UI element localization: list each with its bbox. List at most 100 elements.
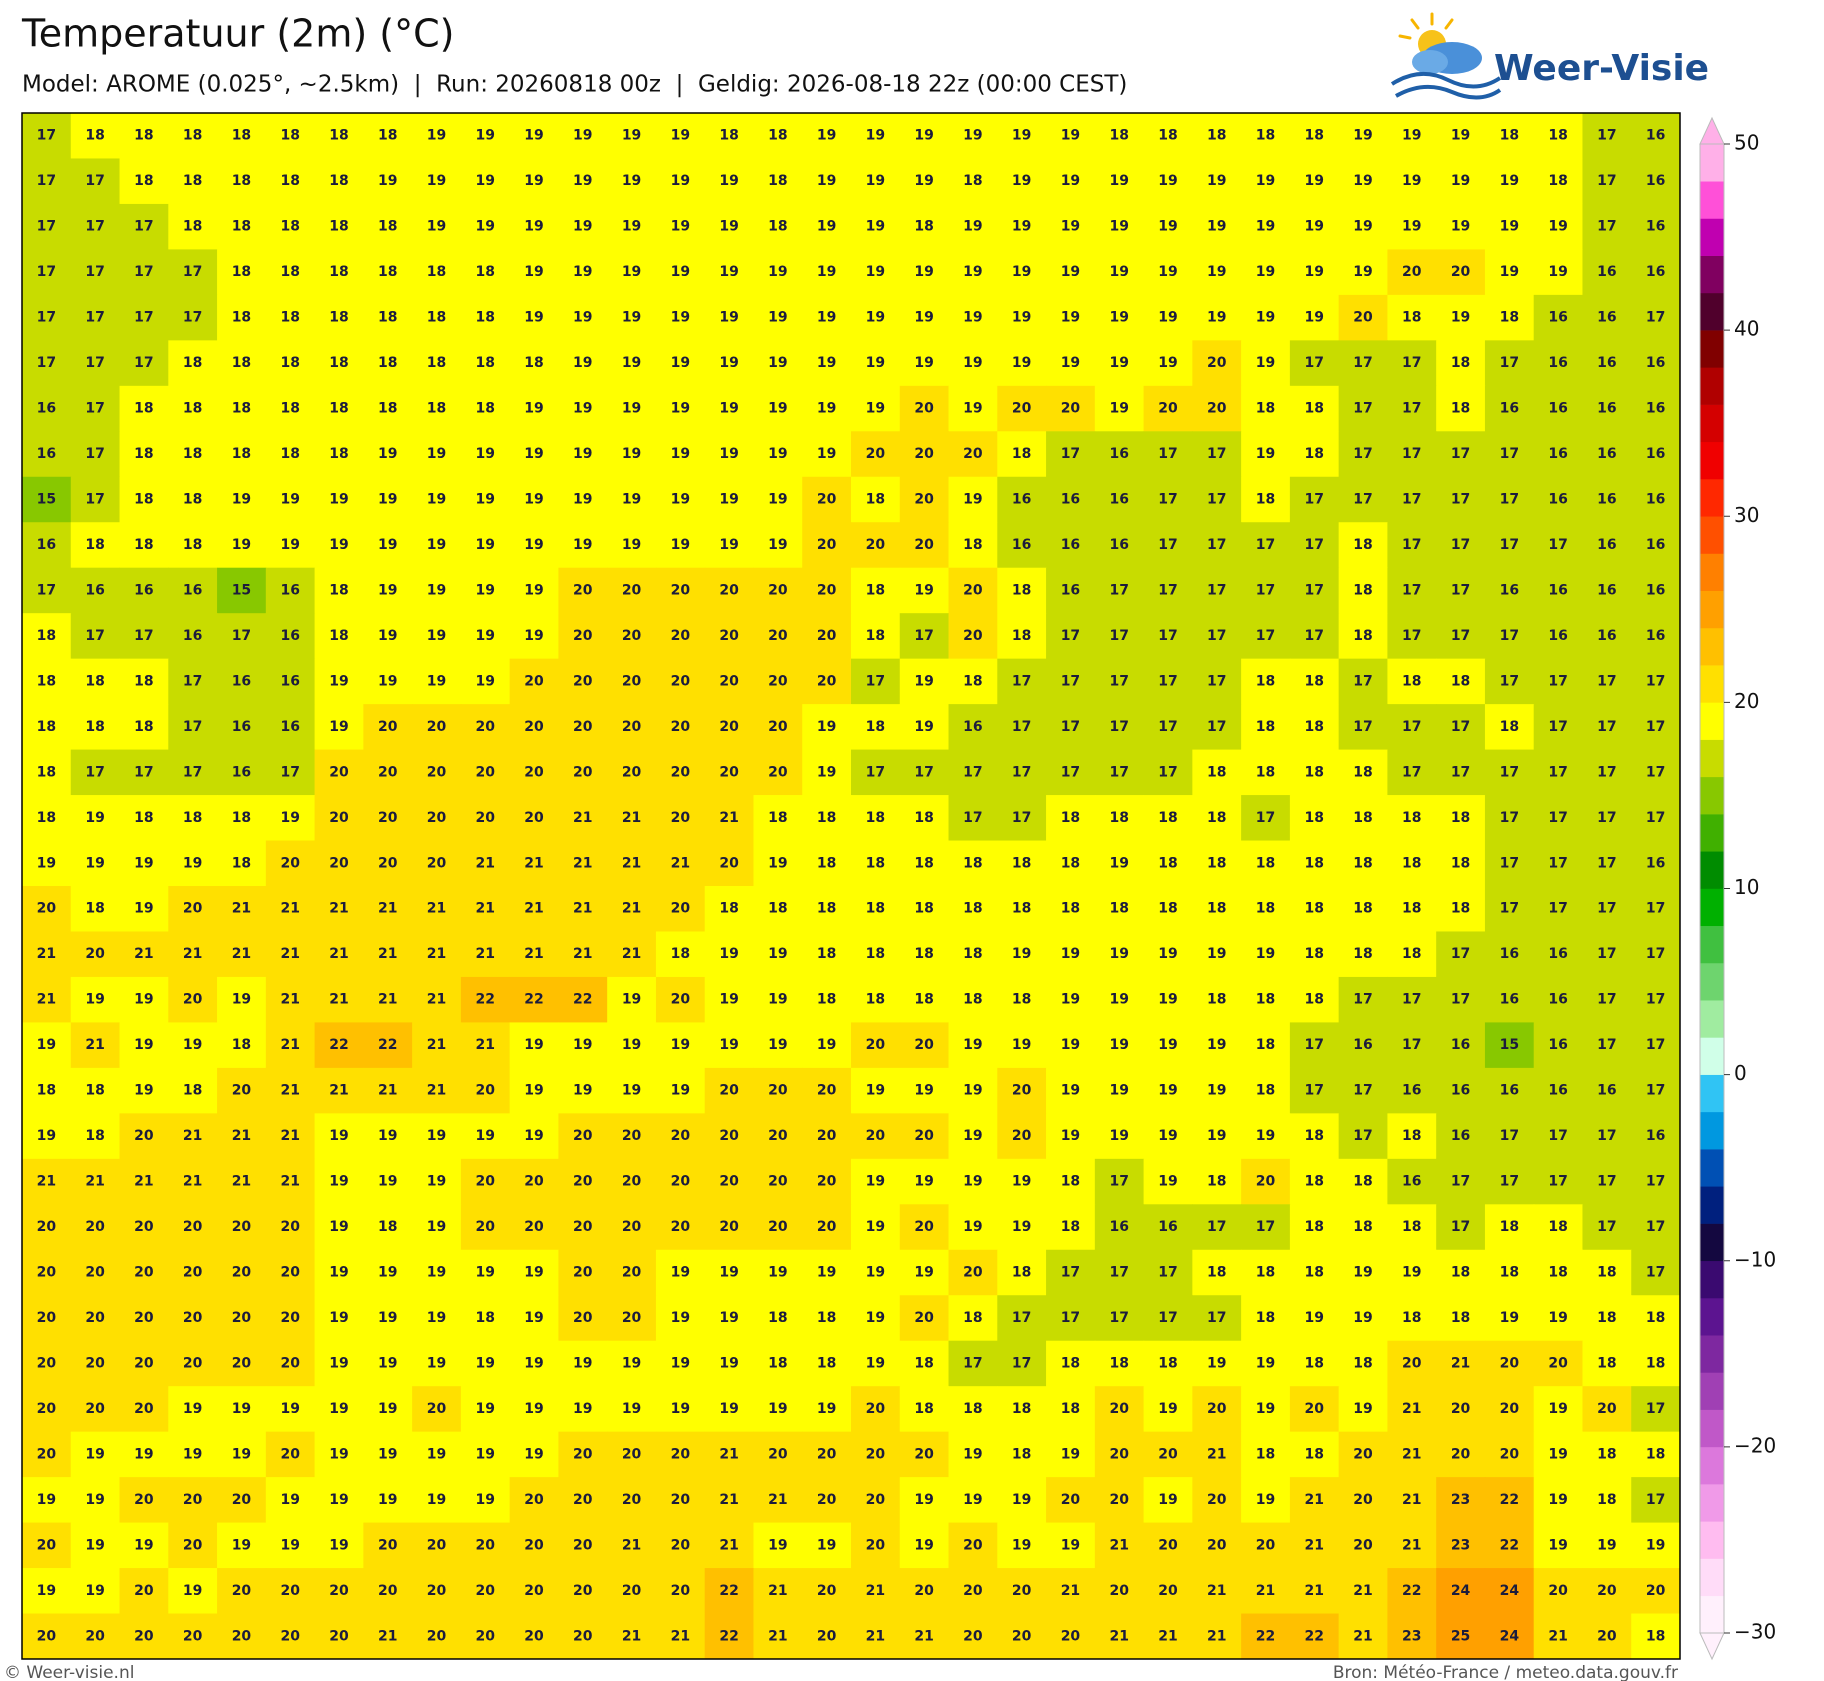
temperature-cell — [948, 1386, 998, 1433]
temperature-cell — [314, 1386, 364, 1433]
temperature-cell — [851, 431, 901, 478]
temperature-cell — [851, 522, 901, 569]
temperature-label: 22 — [1500, 1492, 1519, 1508]
temperature-label: 19 — [524, 537, 543, 553]
temperature-cell — [1533, 340, 1583, 387]
temperature-label: 19 — [866, 1219, 885, 1235]
temperature-cell — [70, 795, 121, 842]
temperature-cell — [802, 1386, 852, 1433]
temperature-cell — [363, 1613, 413, 1660]
temperature-label: 19 — [1548, 264, 1567, 280]
temperature-label: 17 — [963, 764, 982, 780]
temperature-label: 20 — [427, 855, 447, 871]
temperature-cell — [607, 522, 657, 569]
temperature-label: 18 — [1109, 128, 1128, 144]
temperature-label: 19 — [1548, 1401, 1567, 1417]
temperature-cell — [704, 158, 754, 205]
temperature-label: 19 — [963, 1219, 982, 1235]
temperature-label: 19 — [427, 492, 446, 508]
temperature-cell — [412, 1295, 462, 1342]
temperature-cell — [70, 1204, 121, 1251]
temperature-label: 20 — [280, 1310, 300, 1326]
temperature-label: 16 — [1500, 992, 1519, 1008]
temperature-label: 18 — [232, 855, 251, 871]
temperature-label: 20 — [573, 1265, 593, 1281]
temperature-label: 21 — [1353, 1628, 1372, 1644]
temperature-label: 21 — [1305, 1537, 1324, 1553]
temperature-cell — [1484, 1431, 1535, 1478]
temperature-label: 20 — [914, 1128, 934, 1144]
temperature-cell — [558, 567, 608, 614]
temperature-cell — [997, 294, 1047, 341]
temperature-label: 19 — [427, 673, 446, 689]
temperature-label: 20 — [573, 673, 593, 689]
colorbar-segment — [1700, 1260, 1724, 1299]
temperature-label: 19 — [914, 582, 933, 598]
temperature-cell — [948, 931, 998, 978]
temperature-cell — [655, 294, 706, 341]
temperature-cell — [1143, 1249, 1193, 1296]
temperature-cell — [1436, 1249, 1486, 1296]
temperature-cell — [1484, 476, 1535, 523]
temperature-label: 17 — [1158, 1310, 1177, 1326]
temperature-cell — [460, 340, 511, 387]
temperature-cell — [1436, 158, 1486, 205]
temperature-label: 22 — [1402, 1583, 1421, 1599]
temperature-label: 19 — [1012, 1492, 1031, 1508]
temperature-cell — [217, 749, 267, 796]
temperature-label: 19 — [671, 1037, 690, 1053]
temperature-cell — [1436, 1340, 1486, 1387]
temperature-cell — [217, 1295, 267, 1342]
temperature-label: 20 — [719, 628, 739, 644]
temperature-cell — [460, 567, 511, 614]
temperature-label: 19 — [622, 310, 641, 326]
temperature-label: 19 — [768, 355, 787, 371]
temperature-label: 20 — [817, 673, 837, 689]
temperature-cell — [1094, 1431, 1145, 1478]
temperature-cell — [412, 1113, 462, 1160]
temperature-cell — [460, 385, 511, 432]
temperature-cell — [168, 886, 218, 932]
temperature-cell — [655, 203, 706, 250]
temperature-cell — [753, 1613, 803, 1660]
temperature-label: 20 — [134, 1128, 154, 1144]
temperature-cell — [655, 158, 706, 205]
temperature-cell — [1192, 749, 1242, 796]
temperature-label: 21 — [183, 1128, 202, 1144]
map-frame — [21, 112, 1681, 1660]
temperature-label: 18 — [378, 128, 397, 144]
temperature-label: 19 — [817, 1401, 836, 1417]
temperature-label: 17 — [1353, 1083, 1372, 1099]
temperature-cell — [1094, 1568, 1145, 1615]
temperature-cell — [509, 1431, 559, 1478]
temperature-label: 20 — [476, 719, 496, 735]
temperature-cell — [753, 840, 803, 887]
temperature-cell — [753, 1386, 803, 1433]
temperature-label: 17 — [37, 310, 56, 326]
temperature-label: 19 — [1061, 1083, 1080, 1099]
temperature-label: 20 — [134, 1219, 154, 1235]
temperature-label: 19 — [329, 1174, 348, 1190]
temperature-label: 20 — [963, 1537, 983, 1553]
temperature-label: 20 — [671, 1174, 691, 1190]
temperature-cell — [168, 931, 218, 978]
temperature-label: 19 — [476, 1401, 495, 1417]
temperature-cell — [1192, 1113, 1242, 1160]
temperature-label: 18 — [1548, 173, 1567, 189]
temperature-label: 21 — [719, 1537, 738, 1553]
temperature-label: 21 — [1402, 1446, 1421, 1462]
temperature-cell — [70, 1022, 121, 1069]
temperature-cell — [558, 340, 608, 387]
temperature-label: 19 — [134, 1037, 153, 1053]
temperature-cell — [412, 1340, 462, 1387]
temperature-label: 18 — [1256, 719, 1275, 735]
temperature-label: 18 — [1305, 946, 1324, 962]
temperature-label: 18 — [85, 1083, 104, 1099]
temperature-cell — [851, 658, 901, 705]
temperature-label: 19 — [1256, 446, 1275, 462]
temperature-cell — [1387, 431, 1437, 478]
temperature-label: 18 — [378, 1219, 397, 1235]
temperature-label: 19 — [37, 1583, 56, 1599]
temperature-cell — [948, 795, 998, 842]
temperature-label: 22 — [1256, 1628, 1275, 1644]
